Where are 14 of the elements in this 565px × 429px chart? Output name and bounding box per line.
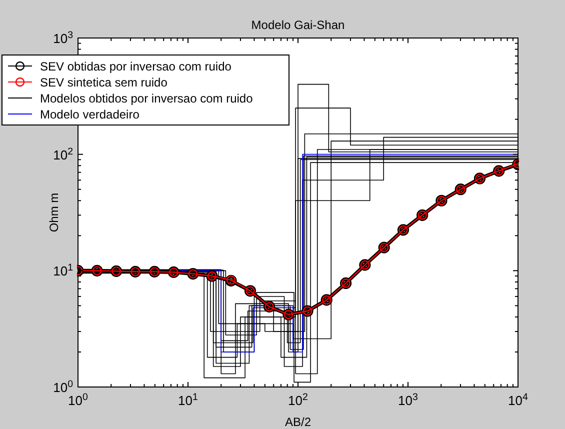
- x-tick-label: 10$^{4}$: [508, 392, 529, 408]
- chart-title: Modelo Gai-Shan: [251, 18, 345, 32]
- legend-label: Modelos obtidos por inversao com ruido: [40, 92, 254, 106]
- y-tick-label: 10$^{2}$: [53, 146, 73, 162]
- x-tick-label: 10$^{1}$: [178, 392, 198, 408]
- x-tick-label: 10$^{3}$: [398, 392, 418, 408]
- legend-label: SEV sintetica sem ruido: [40, 76, 168, 90]
- y-axis-title: Ohm m: [47, 192, 61, 232]
- legend-label: Modelo verdadeiro: [40, 108, 140, 122]
- y-tick-label: 10$^{3}$: [53, 30, 73, 46]
- legend-label: SEV obtidas por inversao com ruido: [40, 60, 232, 74]
- x-tick-label: 10$^{2}$: [288, 392, 308, 408]
- x-axis-title: AB/2: [284, 415, 312, 429]
- y-tick-label: 10$^{1}$: [53, 262, 73, 279]
